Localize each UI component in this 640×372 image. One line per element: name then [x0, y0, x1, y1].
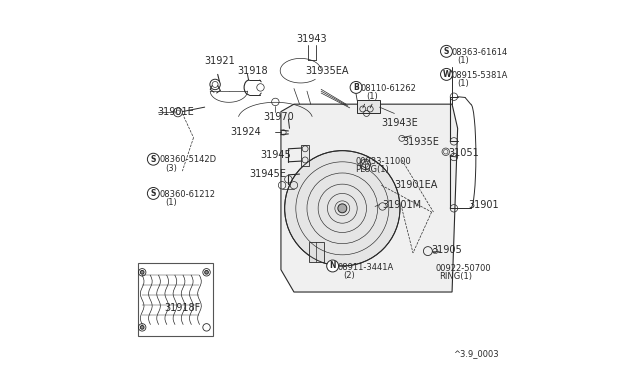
Circle shape	[326, 260, 339, 272]
Circle shape	[350, 81, 362, 93]
Polygon shape	[357, 100, 380, 113]
Text: S: S	[444, 47, 449, 56]
Text: (3): (3)	[166, 164, 177, 173]
Text: 31924: 31924	[230, 127, 261, 137]
Text: 31901EA: 31901EA	[394, 180, 438, 190]
Text: 31935EA: 31935EA	[305, 66, 349, 76]
Text: 08363-61614: 08363-61614	[452, 48, 508, 57]
Text: 08360-61212: 08360-61212	[159, 190, 215, 199]
Text: 00922-50700: 00922-50700	[435, 264, 491, 273]
Circle shape	[440, 68, 452, 80]
Text: 31901: 31901	[468, 201, 499, 210]
Text: B: B	[353, 83, 359, 92]
Polygon shape	[309, 242, 324, 262]
Polygon shape	[301, 145, 309, 166]
Text: 08911-3441A: 08911-3441A	[338, 263, 394, 272]
Text: 31943: 31943	[296, 34, 327, 44]
Text: 00933-11000: 00933-11000	[355, 157, 411, 166]
Text: ^3.9_0003: ^3.9_0003	[453, 349, 499, 358]
Circle shape	[147, 187, 159, 199]
Bar	[138, 263, 213, 336]
Text: S: S	[150, 155, 156, 164]
Circle shape	[285, 151, 400, 266]
Text: 31905: 31905	[431, 245, 462, 255]
Text: PLUG(1): PLUG(1)	[355, 165, 389, 174]
Text: RING(1): RING(1)	[439, 272, 472, 281]
Text: 31945: 31945	[260, 151, 291, 160]
Text: W: W	[442, 70, 451, 79]
Circle shape	[147, 153, 159, 165]
Text: 31901M: 31901M	[383, 200, 422, 209]
Text: 08360-5142D: 08360-5142D	[159, 155, 216, 164]
Text: (1): (1)	[458, 79, 469, 88]
Text: 31918F: 31918F	[164, 303, 200, 313]
Text: (1): (1)	[458, 56, 469, 65]
Text: S: S	[150, 189, 156, 198]
Circle shape	[140, 326, 144, 329]
Text: N: N	[330, 262, 336, 270]
Text: 08915-5381A: 08915-5381A	[452, 71, 508, 80]
Text: (1): (1)	[367, 92, 378, 101]
Text: (2): (2)	[343, 271, 355, 280]
Text: (1): (1)	[166, 198, 177, 207]
Text: 31921: 31921	[204, 57, 235, 66]
Circle shape	[205, 270, 209, 274]
Text: 31970: 31970	[264, 112, 294, 122]
Text: 31918: 31918	[237, 67, 268, 76]
Text: 31051: 31051	[449, 148, 479, 157]
Text: 08110-61262: 08110-61262	[361, 84, 417, 93]
Text: 31935E: 31935E	[402, 137, 438, 147]
Circle shape	[140, 270, 144, 274]
Polygon shape	[281, 104, 458, 292]
Text: 31943E: 31943E	[381, 118, 418, 128]
Text: 31945E: 31945E	[250, 169, 286, 179]
Circle shape	[338, 204, 347, 213]
Text: 31901E: 31901E	[157, 107, 194, 116]
Circle shape	[440, 45, 452, 57]
